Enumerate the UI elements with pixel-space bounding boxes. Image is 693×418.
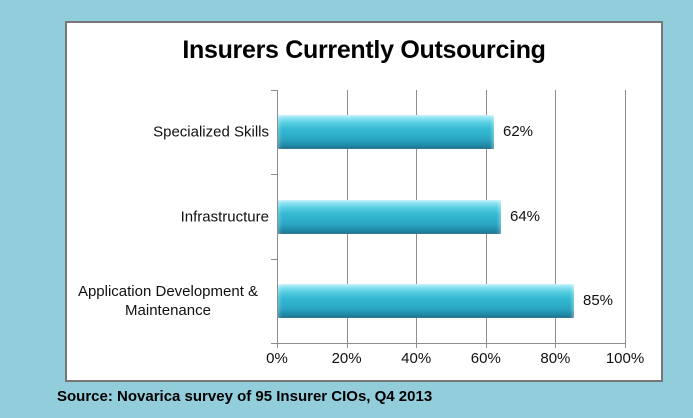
bar-value-label-application-development-maintenance: 85%	[583, 292, 614, 309]
bar-value-label-specialized-skills: 62%	[503, 123, 534, 140]
category-label-specialized-skills: Specialized Skills	[153, 123, 269, 141]
value-axis-line	[277, 343, 626, 344]
x-axis-label: 40%	[401, 350, 432, 367]
x-axis-label: 20%	[331, 350, 362, 367]
bar-specialized-skills	[278, 115, 494, 149]
category-axis-line	[277, 90, 278, 344]
value-axis-tick	[346, 343, 348, 348]
value-axis-tick	[555, 343, 557, 348]
value-axis-tick	[625, 343, 626, 348]
x-axis-label: 100%	[605, 350, 645, 367]
bar-value-label-infrastructure: 64%	[510, 208, 541, 225]
value-axis-tick	[485, 343, 487, 348]
category-axis-tick	[271, 259, 277, 260]
gridline-100%	[625, 90, 626, 343]
chart-title: Insurers Currently Outsourcing	[182, 36, 546, 64]
x-axis-label: 80%	[540, 350, 571, 367]
bar-infrastructure	[278, 200, 501, 234]
category-label-application-development-maintenance: Application Development & Maintenance	[77, 283, 259, 319]
category-axis-tick	[271, 174, 277, 175]
x-axis-label: 60%	[470, 350, 501, 367]
gridline-80%	[555, 90, 557, 343]
value-axis-tick	[277, 343, 278, 348]
category-axis-tick	[271, 90, 277, 91]
category-axis-tick	[271, 343, 277, 344]
x-axis-label: 0%	[266, 350, 288, 367]
chart-panel: Insurers Currently Outsourcing 0% 20% 40% 6…	[65, 21, 663, 382]
source-caption: Source: Novarica survey of 95 Insurer CI…	[57, 388, 433, 405]
category-label-infrastructure: Infrastructure	[180, 208, 269, 226]
bar-application-development-maintenance	[278, 284, 574, 318]
value-axis-tick	[416, 343, 418, 348]
